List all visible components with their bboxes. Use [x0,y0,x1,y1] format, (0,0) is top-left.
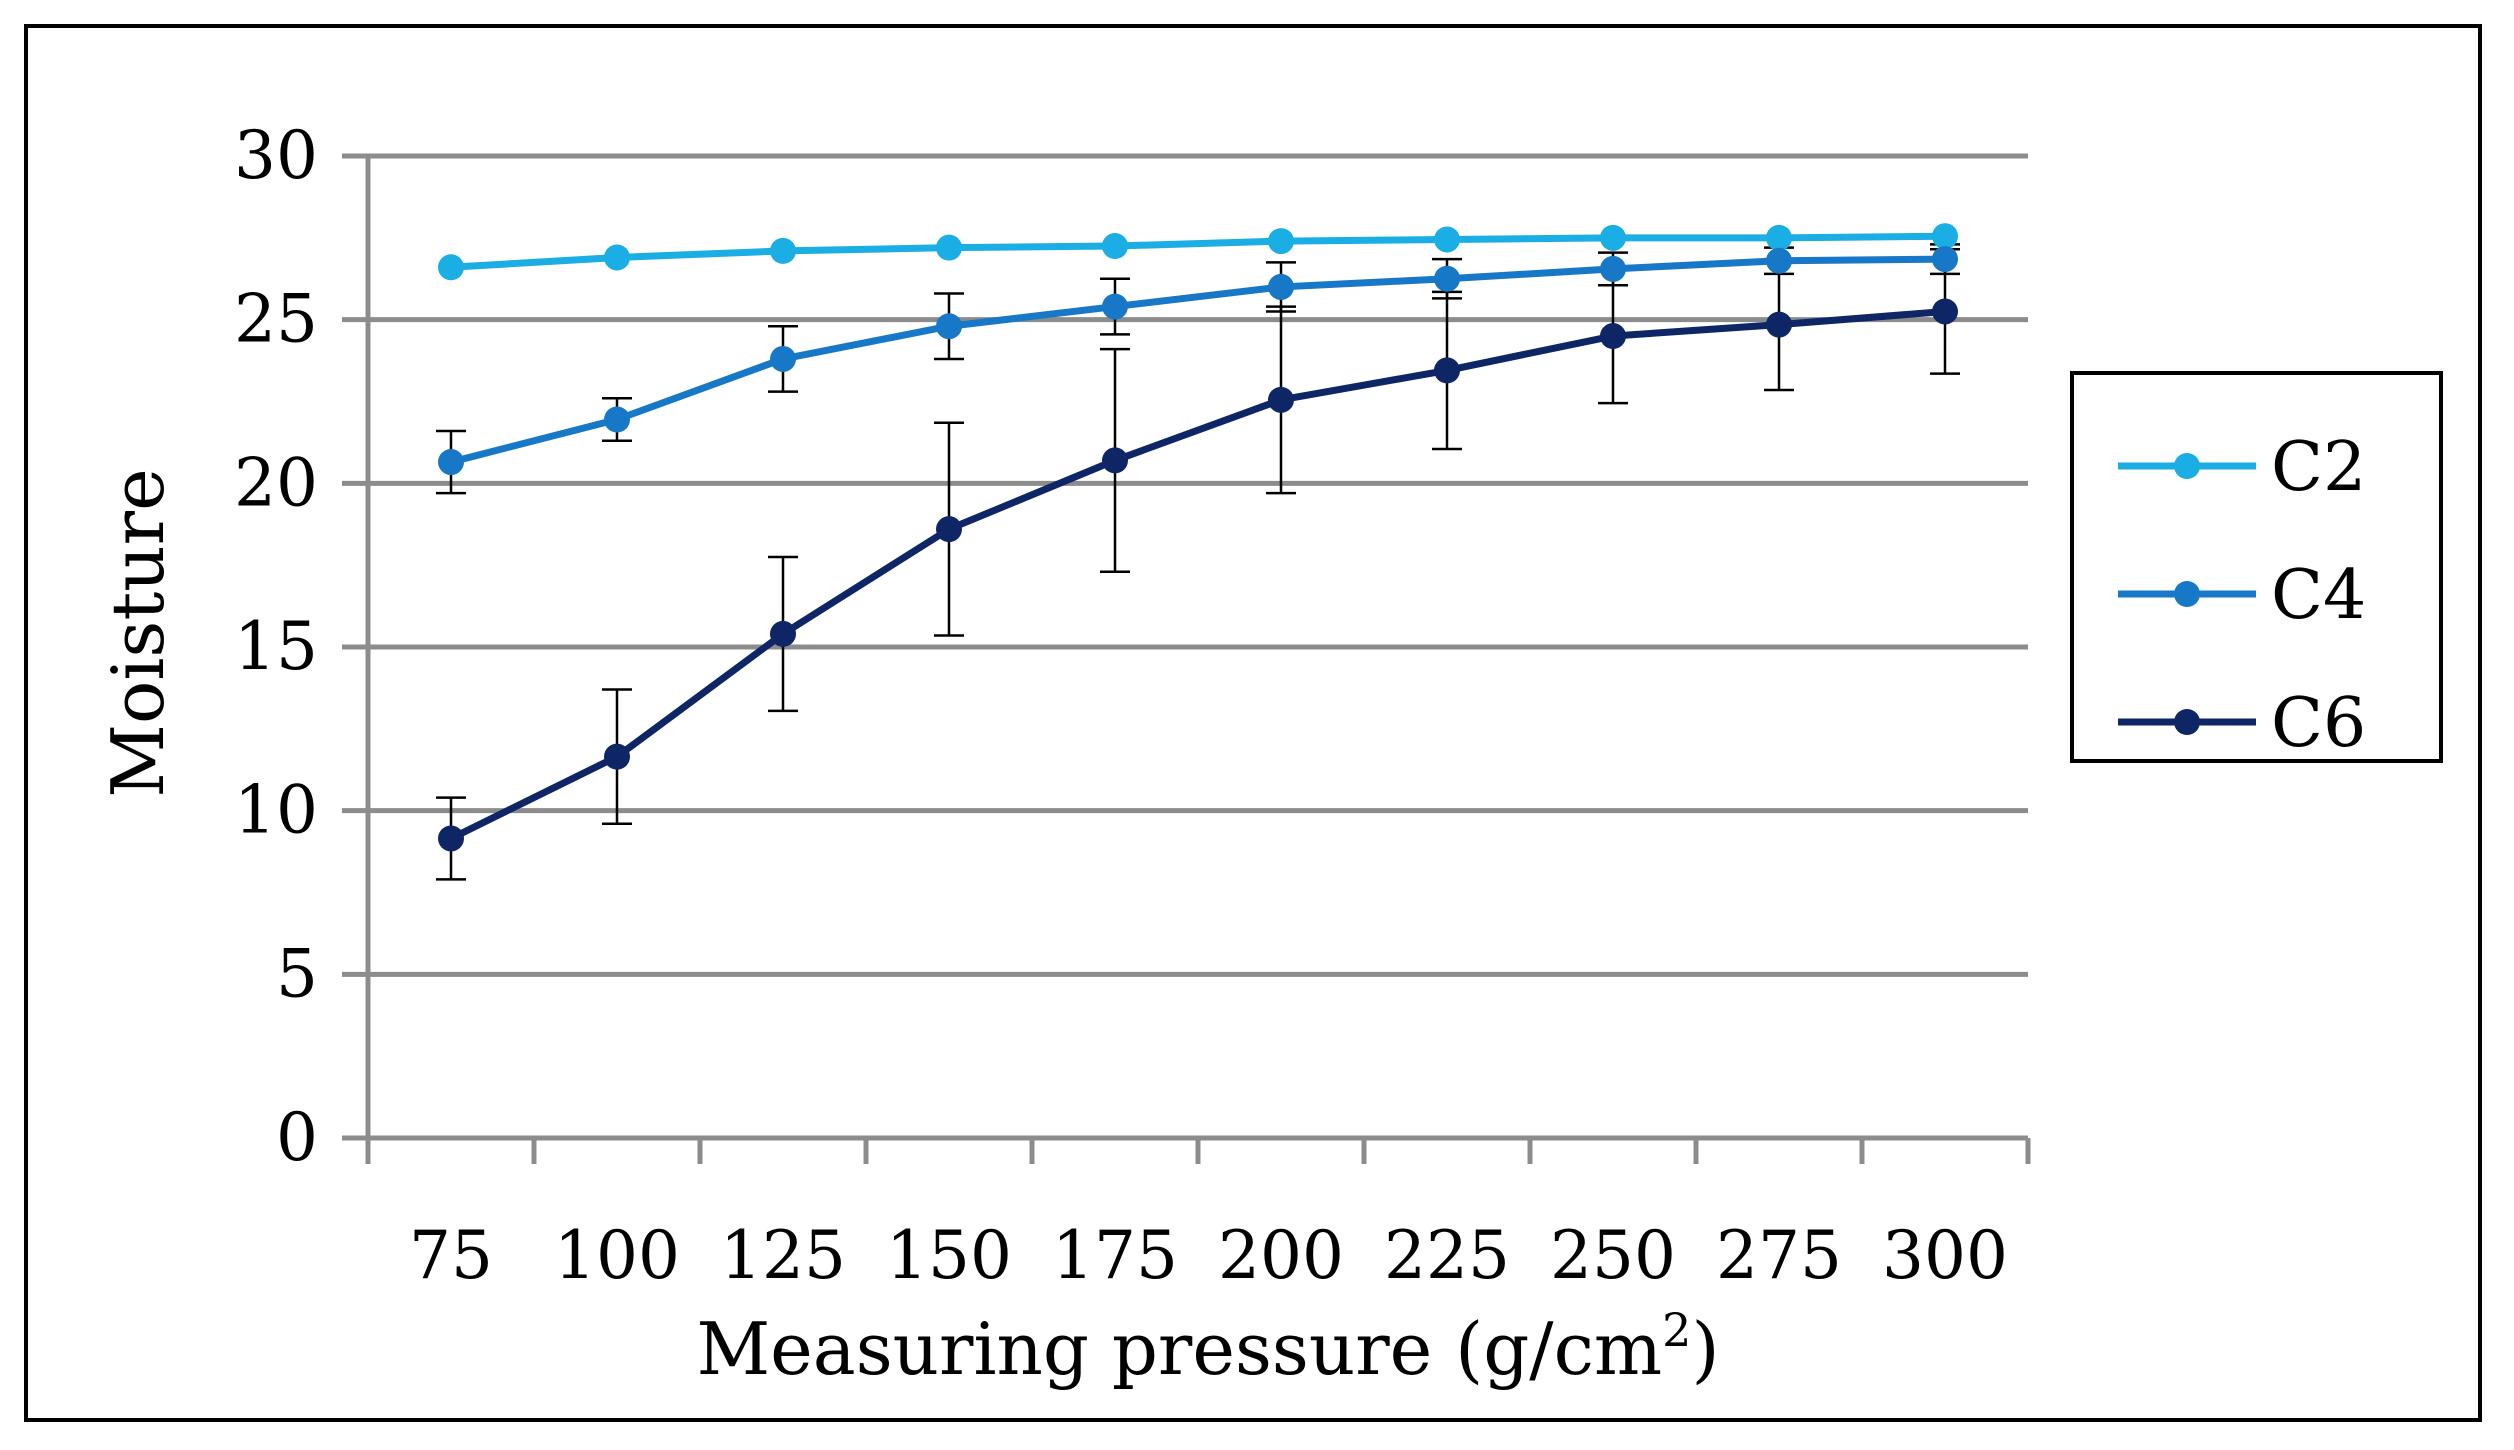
data-point-C2-200 [1268,228,1294,255]
y-axis-title: Moisture [96,468,180,797]
x-axis-title: Measuring pressure (g/cm2) [696,1303,1719,1391]
data-point-C4-75 [438,449,464,476]
data-point-C4-250 [1600,255,1626,282]
series-lines [449,232,1946,842]
x-axis-title-end: ) [1691,1307,1719,1391]
data-point-C6-275 [1766,311,1792,338]
y-tick-label-0: 0 [276,1099,318,1176]
legend-marker-C6 [2174,709,2200,735]
error-bars [436,243,1960,881]
data-point-C6-250 [1600,323,1626,350]
figure-frame: 0 5 10 15 20 25 30 75 100 125 150 175 200 225 250 275 3… [24,24,2482,1422]
legend-marker-C2 [2174,453,2200,479]
data-point-C4-275 [1766,247,1792,274]
data-point-C2-275 [1766,224,1792,251]
legend-label-C6: C6 [2271,684,2366,763]
x-tick-label-300: 300 [1882,1217,2008,1294]
data-point-C4-225 [1434,265,1460,292]
y-tick-labels: 0 5 10 15 20 25 30 [234,117,318,1176]
data-point-C4-100 [604,406,630,433]
y-tick-label-25: 25 [234,281,318,358]
data-point-C6-125 [770,620,796,647]
data-points [438,223,1958,852]
x-tick-label-275: 275 [1716,1217,1842,1294]
data-point-C2-225 [1434,226,1460,253]
data-point-C6-300 [1932,298,1958,325]
data-point-C4-125 [770,345,796,372]
data-point-C2-100 [604,244,630,271]
data-point-C6-150 [936,516,962,543]
x-tick-labels: 75 100 125 150 175 200 225 250 275 300 [409,1217,2008,1294]
x-tick-label-250: 250 [1550,1217,1676,1294]
x-tick-label-100: 100 [554,1217,680,1294]
legend: C2 C4 C6 [2070,371,2443,763]
x-axis-title-superscript: 2 [1662,1303,1691,1357]
y-tick-label-15: 15 [234,608,318,685]
x-tick-label-175: 175 [1052,1217,1178,1294]
data-point-C2-175 [1102,233,1128,260]
data-point-C6-225 [1434,357,1460,384]
series-line-C2 [450,232,1946,271]
x-tick-label-200: 200 [1218,1217,1344,1294]
y-tick-label-20: 20 [234,444,318,521]
y-tick-label-30: 30 [234,117,318,194]
data-point-C6-100 [604,743,630,770]
data-point-C4-175 [1102,293,1128,320]
data-point-C4-200 [1268,273,1294,300]
gridlines [342,153,2028,977]
x-tick-label-75: 75 [409,1217,493,1294]
legend-label-C2: C2 [2271,428,2366,507]
data-point-C4-300 [1932,246,1958,273]
data-point-C4-150 [936,313,962,340]
data-point-C2-250 [1600,224,1626,251]
legend-label-C4: C4 [2271,556,2366,635]
legend-box [2070,371,2443,763]
data-point-C2-125 [770,237,796,264]
x-tick-label-150: 150 [886,1217,1012,1294]
y-tick-label-5: 5 [276,935,318,1012]
x-tick-label-225: 225 [1384,1217,1510,1294]
data-point-C6-200 [1268,386,1294,413]
series-line-C6 [449,307,1946,842]
data-point-C2-75 [438,254,464,281]
data-point-C2-300 [1932,223,1958,250]
line-chart: 0 5 10 15 20 25 30 75 100 125 150 175 200 225 250 275 3… [96,117,2443,1391]
series-line-C4 [450,255,1946,466]
y-tick-label-10: 10 [234,772,318,849]
x-axis-title-main: Measuring pressure (g/cm [696,1307,1662,1391]
legend-marker-C4 [2174,581,2200,607]
axes [342,156,2031,1164]
data-point-C2-150 [936,234,962,261]
data-point-C6-175 [1102,447,1128,474]
data-point-C6-75 [438,825,464,852]
x-tick-label-125: 125 [720,1217,846,1294]
